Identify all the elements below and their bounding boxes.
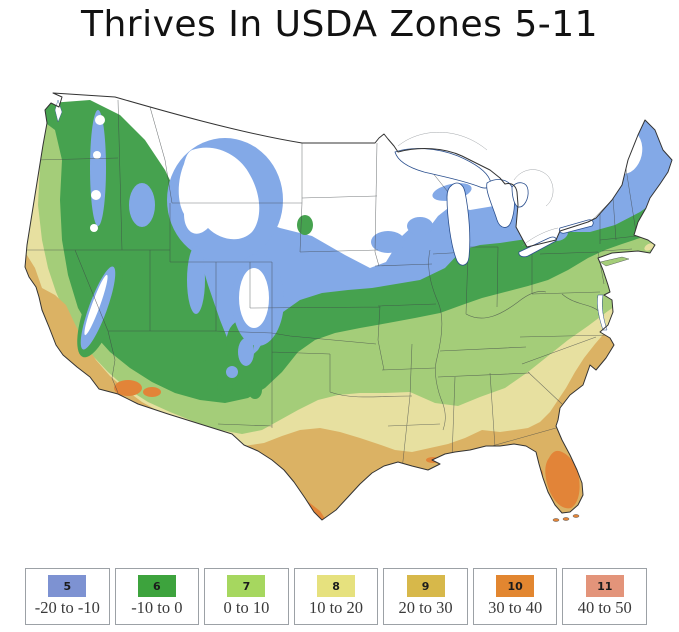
zone-color-swatch: 6: [137, 575, 176, 598]
zone-number: 8: [332, 579, 340, 593]
legend-item-zone-7: 7 0 to 10: [204, 568, 289, 625]
zone-color-swatch: 11: [585, 575, 624, 598]
us-outline: [24, 92, 673, 521]
zone-number: 10: [507, 579, 523, 593]
state-borders: [27, 99, 638, 471]
page-title: Thrives In USDA Zones 5-11: [80, 4, 599, 45]
cape-cod-zone8-dot: [644, 243, 654, 251]
zone-color-swatch: 7: [227, 575, 266, 598]
canada-shoreline-lines: [397, 132, 615, 247]
zone-color-swatch: 5: [48, 575, 87, 598]
zone-color-swatch: 8: [317, 575, 356, 598]
legend-item-zone-8: 8 10 to 20: [293, 568, 379, 625]
zone-temperature-range: -10 to 0: [131, 598, 183, 618]
zone-number: 9: [421, 579, 430, 593]
zone-number: 7: [242, 579, 251, 593]
zone-number: 6: [153, 579, 161, 593]
us-map-svg: [24, 92, 673, 522]
legend-item-zone-11: 11 40 to 50: [562, 568, 648, 625]
zone-temperature-range: 40 to 50: [577, 598, 632, 618]
zone-number: 5: [63, 579, 72, 593]
legend-item-zone-6: 6 -10 to 0: [114, 568, 200, 625]
zone-temperature-range: -20 to -10: [34, 598, 100, 618]
lake-michigan: [446, 182, 471, 266]
legend-item-zone-10: 10 30 to 40: [472, 568, 558, 625]
us-hardiness-map: [0, 52, 679, 557]
chesapeake-bay: [597, 294, 608, 331]
zone-number: 11: [597, 579, 613, 593]
legend-item-zone-9: 9 20 to 30: [383, 568, 468, 625]
long-island: [599, 256, 630, 267]
zone-color-swatch: 10: [496, 575, 535, 598]
zone-color-swatch: 9: [406, 575, 445, 598]
legend-item-zone-5: 5 -20 to -10: [25, 568, 110, 625]
zone-temperature-range: 0 to 10: [223, 598, 270, 618]
legend: 5 -20 to -10 6 -10 to 0 7 0 to 10 8 10 t…: [25, 568, 648, 625]
zone-temperature-range: 20 to 30: [398, 598, 453, 618]
lake-huron: [486, 179, 515, 228]
zone-temperature-range: 10 to 20: [308, 598, 364, 618]
florida-keys: [552, 514, 580, 522]
zone-temperature-range: 30 to 40: [488, 598, 543, 618]
